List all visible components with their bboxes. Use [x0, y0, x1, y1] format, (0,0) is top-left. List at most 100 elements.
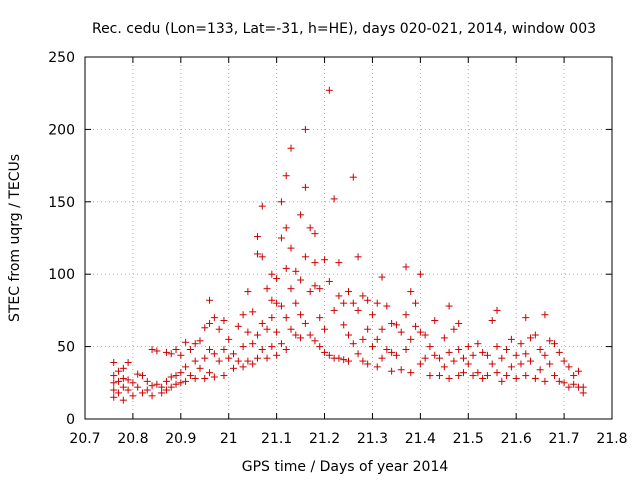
- data-point: [541, 377, 549, 385]
- data-point: [450, 357, 458, 365]
- data-point: [431, 317, 439, 325]
- data-point: [522, 372, 530, 380]
- y-tick-label: 0: [66, 412, 75, 428]
- data-point: [110, 379, 118, 387]
- data-point: [172, 380, 180, 388]
- data-point: [143, 377, 151, 385]
- data-point: [282, 172, 290, 180]
- data-point: [354, 350, 362, 358]
- data-point: [230, 350, 238, 358]
- data-point: [565, 363, 573, 371]
- data-point: [345, 357, 352, 365]
- data-point: [416, 270, 424, 278]
- data-point: [258, 345, 266, 353]
- data-point: [579, 389, 587, 397]
- data-point: [167, 373, 175, 381]
- data-point: [330, 195, 338, 203]
- data-point: [459, 354, 467, 362]
- data-point: [206, 345, 214, 353]
- x-tick-label: 21: [220, 431, 238, 447]
- data-point: [182, 377, 190, 385]
- data-point: [162, 386, 170, 394]
- data-point: [110, 386, 118, 394]
- data-point: [364, 360, 372, 368]
- data-point: [301, 253, 309, 261]
- data-point: [440, 334, 448, 342]
- data-point: [426, 372, 434, 380]
- data-point: [273, 351, 281, 359]
- data-point: [507, 363, 515, 371]
- data-point: [368, 311, 376, 319]
- data-point: [570, 372, 578, 380]
- data-point: [244, 288, 252, 296]
- data-point: [206, 296, 214, 304]
- data-points: [110, 86, 587, 404]
- data-point: [273, 328, 281, 336]
- data-point: [119, 383, 127, 391]
- data-point: [445, 348, 453, 356]
- data-point: [225, 335, 233, 343]
- data-point: [115, 377, 123, 385]
- data-point: [215, 357, 223, 365]
- x-axis-label: GPS time / Days of year 2014: [242, 459, 449, 475]
- data-point: [565, 383, 573, 391]
- data-point: [287, 144, 295, 152]
- data-point: [483, 372, 491, 380]
- data-point: [253, 233, 261, 241]
- data-point: [311, 282, 319, 290]
- data-point: [531, 331, 539, 339]
- data-point: [148, 345, 156, 353]
- data-point: [512, 374, 520, 382]
- data-point: [527, 357, 535, 365]
- data-point: [335, 354, 343, 362]
- data-point: [282, 224, 290, 232]
- data-point: [110, 359, 118, 367]
- data-point: [263, 285, 271, 293]
- data-point: [498, 354, 506, 362]
- data-point: [354, 306, 362, 314]
- data-point: [392, 351, 400, 359]
- data-point: [230, 364, 238, 372]
- data-point: [335, 259, 343, 267]
- data-point: [416, 360, 424, 368]
- data-point: [340, 356, 348, 364]
- data-point: [182, 338, 190, 346]
- data-point: [244, 328, 252, 336]
- data-point: [479, 374, 487, 382]
- data-point: [143, 386, 151, 394]
- data-point: [321, 256, 329, 264]
- data-point: [345, 288, 352, 296]
- data-point: [517, 340, 525, 348]
- data-point: [297, 311, 305, 319]
- data-point: [129, 379, 137, 387]
- x-tick-label: 21.4: [405, 431, 436, 447]
- data-point: [206, 319, 214, 327]
- data-point: [249, 308, 257, 316]
- data-point: [402, 345, 410, 353]
- data-point: [316, 314, 324, 322]
- data-point: [287, 244, 295, 252]
- data-point: [311, 259, 319, 267]
- data-point: [522, 350, 530, 358]
- data-point: [316, 343, 324, 351]
- data-point: [349, 299, 357, 307]
- x-tick-label: 21.6: [501, 431, 532, 447]
- data-point: [162, 377, 170, 385]
- data-point: [297, 334, 305, 342]
- data-point: [182, 363, 190, 371]
- data-point: [277, 234, 285, 242]
- data-point: [196, 337, 204, 345]
- data-point: [301, 183, 309, 191]
- data-point: [541, 351, 549, 359]
- data-point: [153, 347, 161, 355]
- data-point: [574, 367, 582, 375]
- data-point: [321, 348, 329, 356]
- data-point: [253, 250, 261, 258]
- data-point: [517, 360, 525, 368]
- data-point: [340, 299, 348, 307]
- data-point: [196, 364, 204, 372]
- data-point: [402, 263, 410, 271]
- x-tick-label: 21.5: [453, 431, 484, 447]
